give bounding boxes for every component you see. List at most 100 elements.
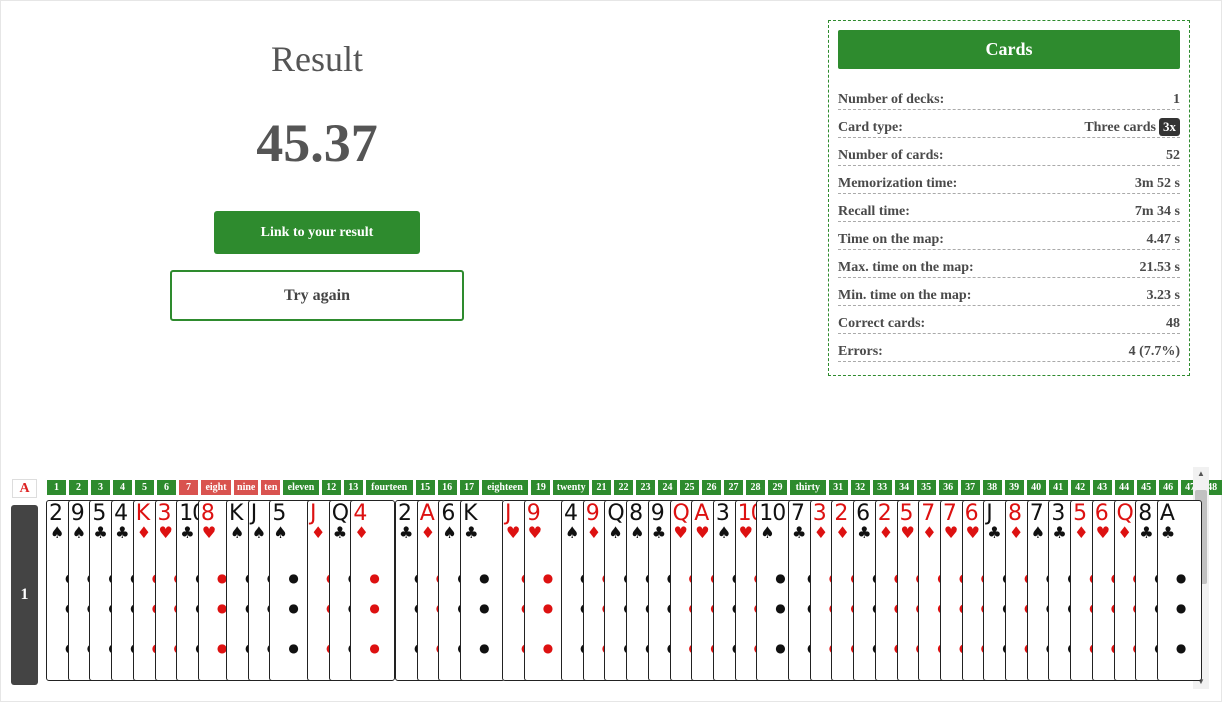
card-rank: A (694, 501, 709, 526)
card-rank: 3 (812, 501, 827, 526)
card-suit-icon: ♣ (1052, 523, 1067, 542)
stat-value-text: 52 (1166, 148, 1180, 163)
card-pip-icon: ● (288, 571, 299, 585)
stat-label: Number of decks: (838, 92, 945, 107)
stat-row: Number of cards: 52 (838, 144, 1180, 166)
card-position-label: eight (201, 480, 231, 495)
card-pip-icon: ● (1175, 601, 1187, 615)
card-rank: A (419, 501, 435, 526)
stat-label: Memorization time: (838, 176, 958, 191)
card-position-label: 41 (1048, 480, 1068, 495)
card-suit-icon: ♦ (420, 523, 436, 542)
card-suit-icon: ♠ (273, 523, 288, 542)
playing-card[interactable]: 8 ♥ ● ● ● (197, 500, 243, 681)
card-rank: Q (607, 501, 624, 526)
card-pip-icon: ● (216, 601, 228, 615)
card-pip-icon: ● (369, 641, 380, 655)
card-suit-icon: ♦ (835, 523, 850, 542)
stat-label: Min. time on the map: (838, 288, 972, 303)
card-rank: J (986, 501, 992, 526)
card-suit-icon: ♠ (716, 523, 732, 542)
stats-panel: Cards Number of decks: 1 Card type: Three c… (828, 20, 1190, 376)
card-suit-icon: ♠ (71, 523, 87, 542)
stats-panel-header: Cards (838, 30, 1180, 69)
card-suit-icon: ♣ (1160, 523, 1176, 542)
card-pip-icon: ● (216, 641, 228, 655)
card-pip-icon: ● (1175, 571, 1187, 585)
stat-value-text: Three cards (1084, 120, 1156, 135)
card-position-label: 40 (1026, 480, 1046, 495)
playing-card[interactable]: 5 ♠ ● ● ● (269, 500, 315, 681)
card-suit-icon: ♥ (673, 523, 688, 542)
card-rank: 9 (526, 501, 541, 526)
card-pip-icon: ● (479, 571, 490, 585)
card-suit-icon: ♣ (1139, 523, 1154, 542)
card-rank: 3 (1051, 501, 1065, 526)
card-position-label: 45 (1136, 480, 1156, 495)
card-rank: 9 (585, 501, 600, 526)
card-position-label: fourteen (365, 480, 413, 495)
card-suit-icon: ♥ (738, 523, 753, 542)
stat-value: 3m 52 s (1135, 176, 1180, 192)
card-position-label: 42 (1070, 480, 1090, 495)
playing-card[interactable]: 4 ♦ ● ● ● (350, 500, 396, 681)
card-suit-icon: ♥ (158, 523, 173, 542)
card-pip-icon: ● (1175, 641, 1187, 655)
scroll-down-icon[interactable]: ▼ (1197, 677, 1205, 686)
card-suit-icon: ♦ (1117, 523, 1132, 542)
stat-label: Time on the map: (838, 232, 944, 247)
card-position-label: 36 (938, 480, 958, 495)
card-position-label: 23 (636, 480, 655, 495)
card-pip-icon: ● (542, 571, 554, 585)
card-rank: 10 (759, 501, 786, 526)
playing-card[interactable]: A ♣ ● ● ● (1156, 500, 1202, 681)
card-suit-icon: ♣ (857, 523, 872, 542)
card-rank: 2 (877, 501, 892, 526)
card-suit-icon: ♣ (180, 523, 195, 542)
card-rank: 2 (398, 501, 412, 526)
stat-value-text: 3m 52 s (1134, 176, 1180, 191)
card-suit-icon: ♣ (332, 523, 348, 542)
card-rank: J (505, 501, 511, 526)
stat-row: Max. time on the map: 21.53 s (838, 256, 1180, 278)
card-rank: 5 (272, 501, 286, 526)
card-rank: A (1159, 501, 1175, 526)
card-rank: 5 (1073, 501, 1087, 526)
playing-card[interactable]: K ♣ ● ● ● (460, 500, 506, 681)
scroll-up-icon[interactable]: ▲ (1197, 469, 1205, 478)
card-suit-icon: ♦ (878, 523, 894, 542)
card-position-label: 38 (982, 480, 1002, 495)
card-suit-icon: ♦ (922, 523, 937, 542)
card-suit-icon: ♣ (93, 523, 108, 542)
card-suit-icon: ♠ (1030, 523, 1046, 542)
card-position-label: 46 (1158, 480, 1178, 495)
card-pip-icon: ● (542, 641, 554, 655)
card-pip-icon: ● (369, 601, 380, 615)
stat-label: Max. time on the map: (838, 260, 974, 275)
card-suit-icon: ♠ (760, 523, 775, 542)
stat-value: 4.47 s (1147, 232, 1180, 248)
card-position-label: 12 (321, 480, 341, 495)
stat-value-text: 21.53 s (1139, 260, 1180, 275)
stat-row: Memorization time: 3m 52 s (838, 172, 1180, 194)
stat-value-text: 3.23 s (1146, 288, 1180, 303)
card-rank: 8 (629, 501, 643, 526)
card-pip-icon: ● (288, 601, 299, 615)
card-position-label: eleven (283, 480, 319, 495)
deck-number: 1 (11, 505, 38, 685)
stat-label: Card type: (838, 120, 903, 135)
card-suit-icon: ♦ (1009, 523, 1024, 542)
card-rank: 4 (114, 501, 128, 526)
try-again-button[interactable]: Try again (170, 270, 464, 321)
stat-value-text: 4.47 s (1146, 232, 1180, 247)
card-position-label: 33 (872, 480, 892, 495)
card-suit-icon: ♥ (900, 523, 915, 542)
card-position-label: 5 (135, 480, 154, 495)
stat-row: Number of decks: 1 (838, 88, 1180, 110)
link-to-result-button[interactable]: Link to your result (214, 211, 420, 254)
card-suit-icon: ♠ (442, 523, 457, 542)
stat-label: Errors: (838, 344, 883, 359)
card-suit-icon: ♦ (136, 523, 152, 542)
stat-value-text: 7m 34 s (1134, 204, 1180, 219)
card-suit-icon: ♥ (965, 523, 980, 542)
